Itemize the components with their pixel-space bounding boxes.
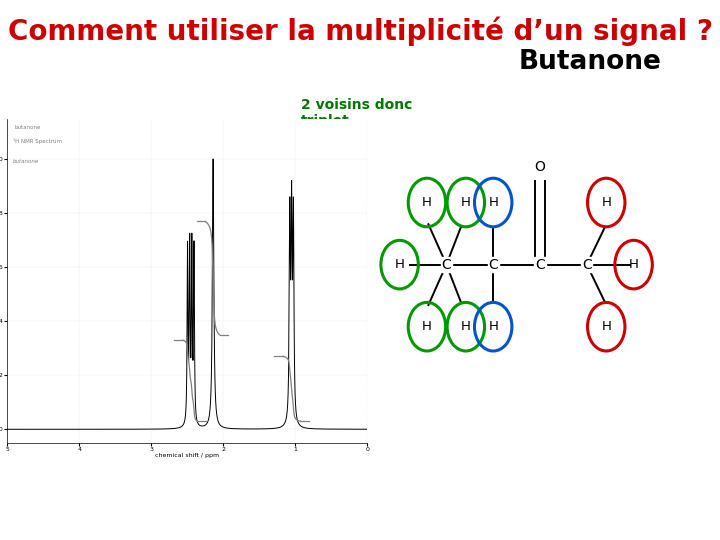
Text: 2 voisins donc
triplet: 2 voisins donc triplet bbox=[301, 98, 412, 129]
Text: Pas de voisin
done singulet: Pas de voisin done singulet bbox=[195, 125, 302, 156]
X-axis label: chemical shift / ppm: chemical shift / ppm bbox=[155, 454, 220, 458]
Text: H: H bbox=[601, 196, 611, 209]
Text: butanone: butanone bbox=[13, 159, 39, 164]
Text: H: H bbox=[422, 320, 432, 333]
Text: C: C bbox=[441, 258, 451, 272]
Text: H: H bbox=[601, 320, 611, 333]
Text: butanone: butanone bbox=[14, 125, 41, 130]
Text: Comment utiliser la multiplicité d’un signal ?: Comment utiliser la multiplicité d’un si… bbox=[7, 16, 713, 46]
Text: ¹H NMR Spectrum: ¹H NMR Spectrum bbox=[13, 138, 62, 144]
Text: C: C bbox=[488, 258, 498, 272]
Text: C: C bbox=[535, 258, 545, 272]
Text: H: H bbox=[422, 196, 432, 209]
Text: H: H bbox=[488, 320, 498, 333]
Text: H: H bbox=[461, 320, 471, 333]
Text: 3 voisins donc
quadruplet: 3 voisins donc quadruplet bbox=[56, 206, 167, 237]
Text: C: C bbox=[582, 258, 592, 272]
Text: H: H bbox=[488, 196, 498, 209]
Text: H: H bbox=[461, 196, 471, 209]
Text: H: H bbox=[395, 258, 405, 271]
Text: Butanone: Butanone bbox=[519, 49, 662, 75]
Text: H: H bbox=[629, 258, 639, 271]
Text: O: O bbox=[534, 160, 546, 174]
